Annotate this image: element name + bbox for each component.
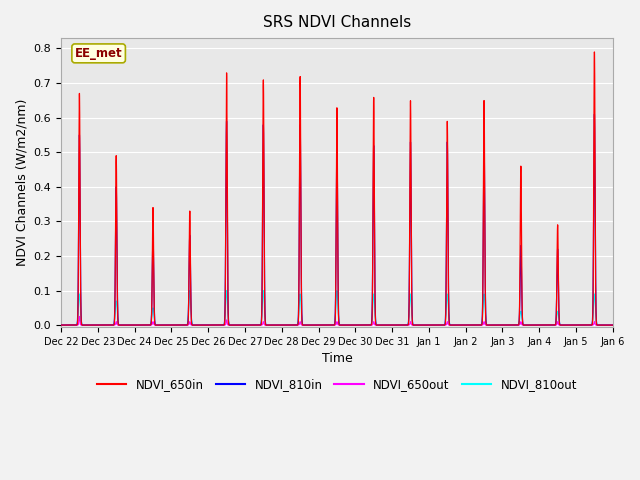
- Title: SRS NDVI Channels: SRS NDVI Channels: [263, 15, 411, 30]
- Text: EE_met: EE_met: [75, 47, 122, 60]
- Legend: NDVI_650in, NDVI_810in, NDVI_650out, NDVI_810out: NDVI_650in, NDVI_810in, NDVI_650out, NDV…: [92, 373, 582, 396]
- Y-axis label: NDVI Channels (W/m2/nm): NDVI Channels (W/m2/nm): [15, 99, 28, 266]
- X-axis label: Time: Time: [321, 352, 352, 365]
